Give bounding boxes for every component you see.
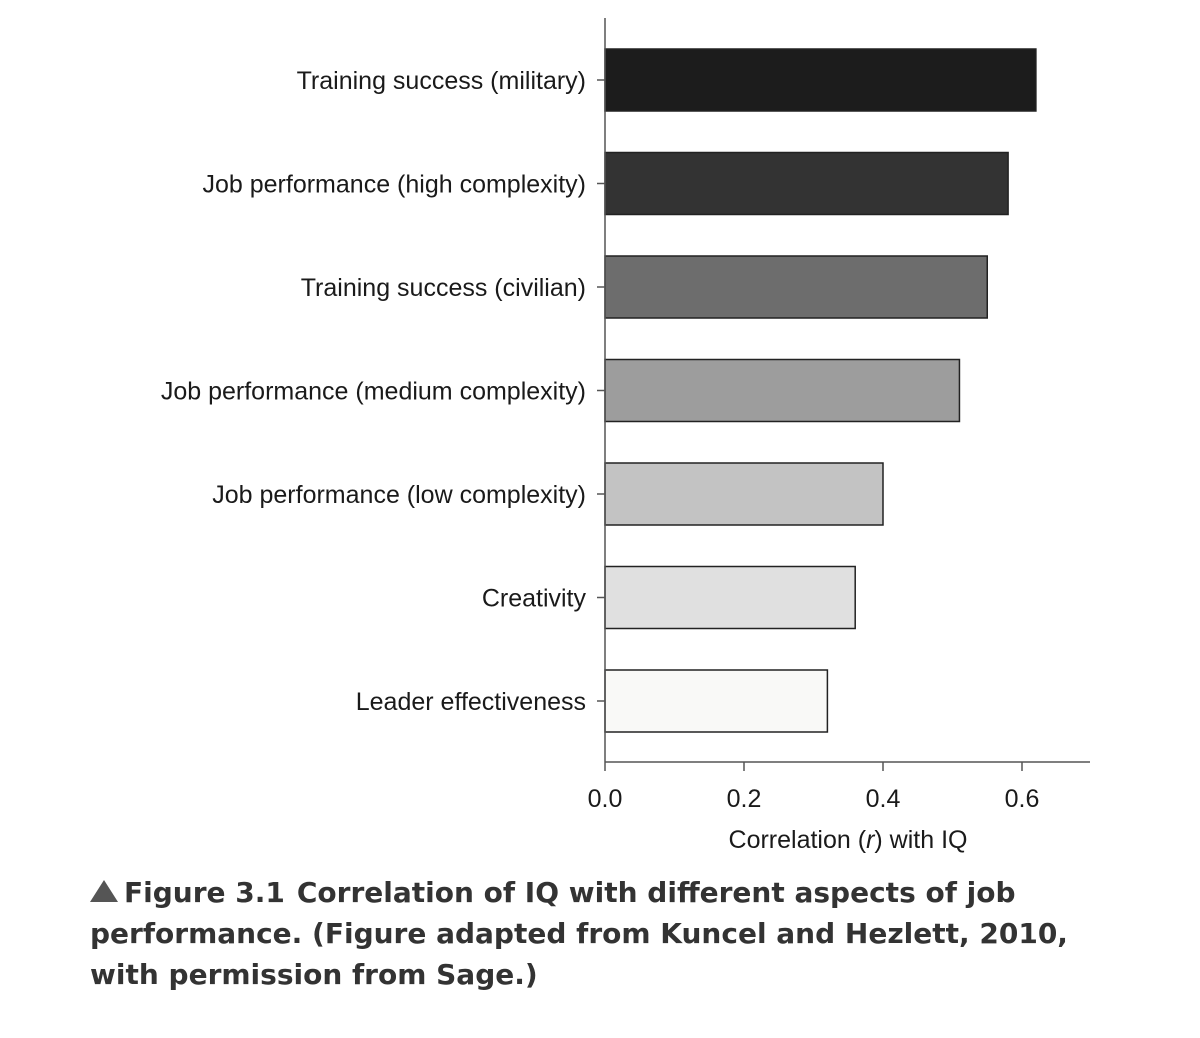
x-axis-label-variable: r bbox=[866, 826, 876, 854]
y-axis-labels: Training success (military) Job performan… bbox=[161, 67, 605, 716]
y-tick-label: Job performance (medium complexity) bbox=[161, 378, 586, 406]
y-tick-label: Training success (military) bbox=[297, 67, 586, 95]
y-tick-label: Leader effectiveness bbox=[356, 688, 586, 716]
bar bbox=[604, 565, 856, 630]
x-axis-label-part-1: Correlation ( bbox=[729, 826, 867, 854]
x-tick-label: 0.2 bbox=[727, 785, 762, 813]
caption-figure-number: Figure 3.1 bbox=[124, 876, 285, 909]
chart-bars bbox=[604, 48, 1037, 733]
bar bbox=[604, 462, 884, 526]
y-tick-label: Creativity bbox=[482, 585, 587, 613]
bar bbox=[604, 48, 1037, 112]
bar-chart: Training success (military) Job performan… bbox=[161, 18, 1090, 854]
x-tick-label: 0.4 bbox=[866, 785, 901, 813]
y-tick-label: Training success (civilian) bbox=[301, 274, 586, 302]
x-tick-label: 0.6 bbox=[1005, 785, 1040, 813]
x-axis-label-part-2: ) with IQ bbox=[874, 826, 967, 854]
bar bbox=[604, 669, 829, 733]
caption-text: Correlation of IQ with different aspects… bbox=[90, 876, 1068, 991]
x-tick-label: 0.0 bbox=[588, 785, 623, 813]
y-tick-label: Job performance (high complexity) bbox=[203, 171, 587, 199]
bar bbox=[604, 255, 988, 319]
caption-triangle-icon bbox=[90, 880, 118, 902]
x-axis-ticks: 0.0 0.2 0.4 0.6 bbox=[588, 762, 1040, 813]
x-axis-label: Correlation (r) with IQ bbox=[729, 826, 968, 854]
bar bbox=[604, 358, 961, 423]
bar bbox=[604, 151, 1009, 216]
figure-caption: Figure 3.1 Correlation of IQ with differe… bbox=[90, 872, 1130, 995]
y-tick-label: Job performance (low complexity) bbox=[212, 481, 586, 509]
